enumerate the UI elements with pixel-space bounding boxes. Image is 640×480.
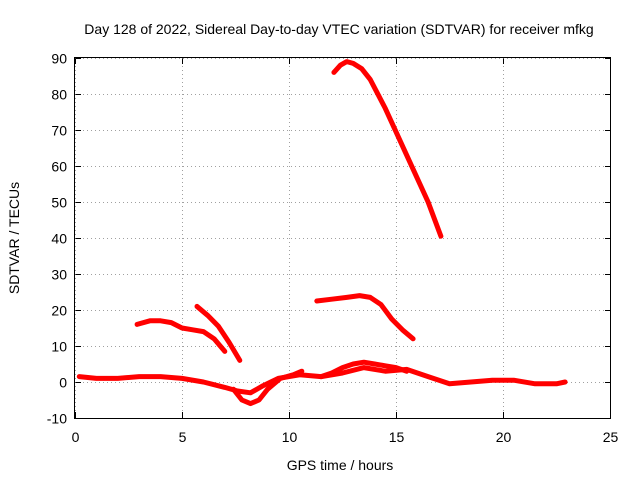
x-axis-label: GPS time / hours [287,457,394,473]
y-tick-label: 80 [51,87,67,103]
series-line-bump [318,359,410,380]
x-tick-label: 10 [282,429,298,445]
plot-frame [74,57,611,419]
y-tick-label: 60 [51,159,67,175]
x-tick-label: 20 [496,429,512,445]
y-tick-label: 10 [51,339,67,355]
y-tick-label: 40 [51,231,67,247]
series-line-baseline [76,365,568,396]
y-axis-label: SDTVAR / TECUs [6,182,22,294]
x-tick-label: 0 [72,429,80,445]
x-tick-label: 5 [179,429,187,445]
y-tick-label: 70 [51,123,67,139]
y-tick-label: 90 [51,51,67,67]
x-tick-label: 15 [389,429,405,445]
y-tick-label: 0 [59,375,67,391]
series-line-arc-4 [331,59,444,239]
series-line-dip [230,368,305,407]
axis-ticks [75,58,611,419]
x-tick-label: 25 [603,429,619,445]
y-tick-label: 50 [51,195,67,211]
tick-labels: 0 5 10 15 20 25 -10 0 10 20 30 40 50 60 70 80 90 [47,51,619,446]
series-line-arc-2 [194,303,243,363]
grid [75,58,611,419]
y-tick-label: 20 [51,303,67,319]
y-tick-label: -10 [47,411,67,427]
y-tick-label: 30 [51,267,67,283]
data-series [76,59,568,407]
chart-title: Day 128 of 2022, Sidereal Day-to-day VTE… [84,21,593,37]
series-line-arc-3 [314,293,416,342]
series-line-arc-1 [134,318,228,354]
